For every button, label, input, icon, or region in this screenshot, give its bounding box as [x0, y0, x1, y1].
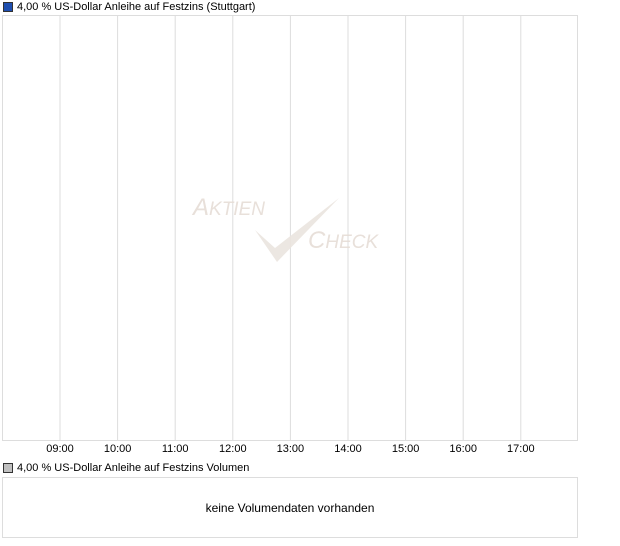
x-tick-label: 13:00 [276, 443, 305, 455]
x-tick-label: 11:00 [161, 443, 189, 455]
legend-swatch [3, 2, 13, 12]
volume-legend: 4,00 % US-Dollar Anleihe auf Festzins Vo… [3, 462, 249, 474]
svg-text:CHECK: CHECK [308, 227, 379, 254]
x-tick-label: 10:00 [103, 443, 132, 455]
legend-label: 4,00 % US-Dollar Anleihe auf Festzins (S… [17, 1, 256, 13]
watermark-logo: AKTIEN CHECK [191, 194, 379, 262]
x-tick-label: 14:00 [334, 443, 362, 455]
x-tick-label: 15:00 [391, 443, 420, 455]
x-tick-label: 17:00 [507, 443, 535, 455]
chart-legend: 4,00 % US-Dollar Anleihe auf Festzins (S… [3, 1, 255, 13]
price-chart-plot: AKTIEN CHECK [2, 15, 578, 441]
volume-legend-swatch [3, 463, 13, 473]
svg-text:AKTIEN: AKTIEN [191, 194, 265, 221]
volume-chart: keine Volumendaten vorhanden [2, 477, 578, 538]
x-tick-label: 09:00 [46, 443, 74, 455]
volume-legend-label: 4,00 % US-Dollar Anleihe auf Festzins Vo… [17, 462, 250, 474]
no-volume-message: keine Volumendaten vorhanden [205, 500, 375, 515]
x-tick-label: 16:00 [449, 443, 477, 455]
x-tick-label: 12:00 [219, 443, 247, 455]
chart-svg: AKTIEN CHECK [59, 16, 522, 440]
